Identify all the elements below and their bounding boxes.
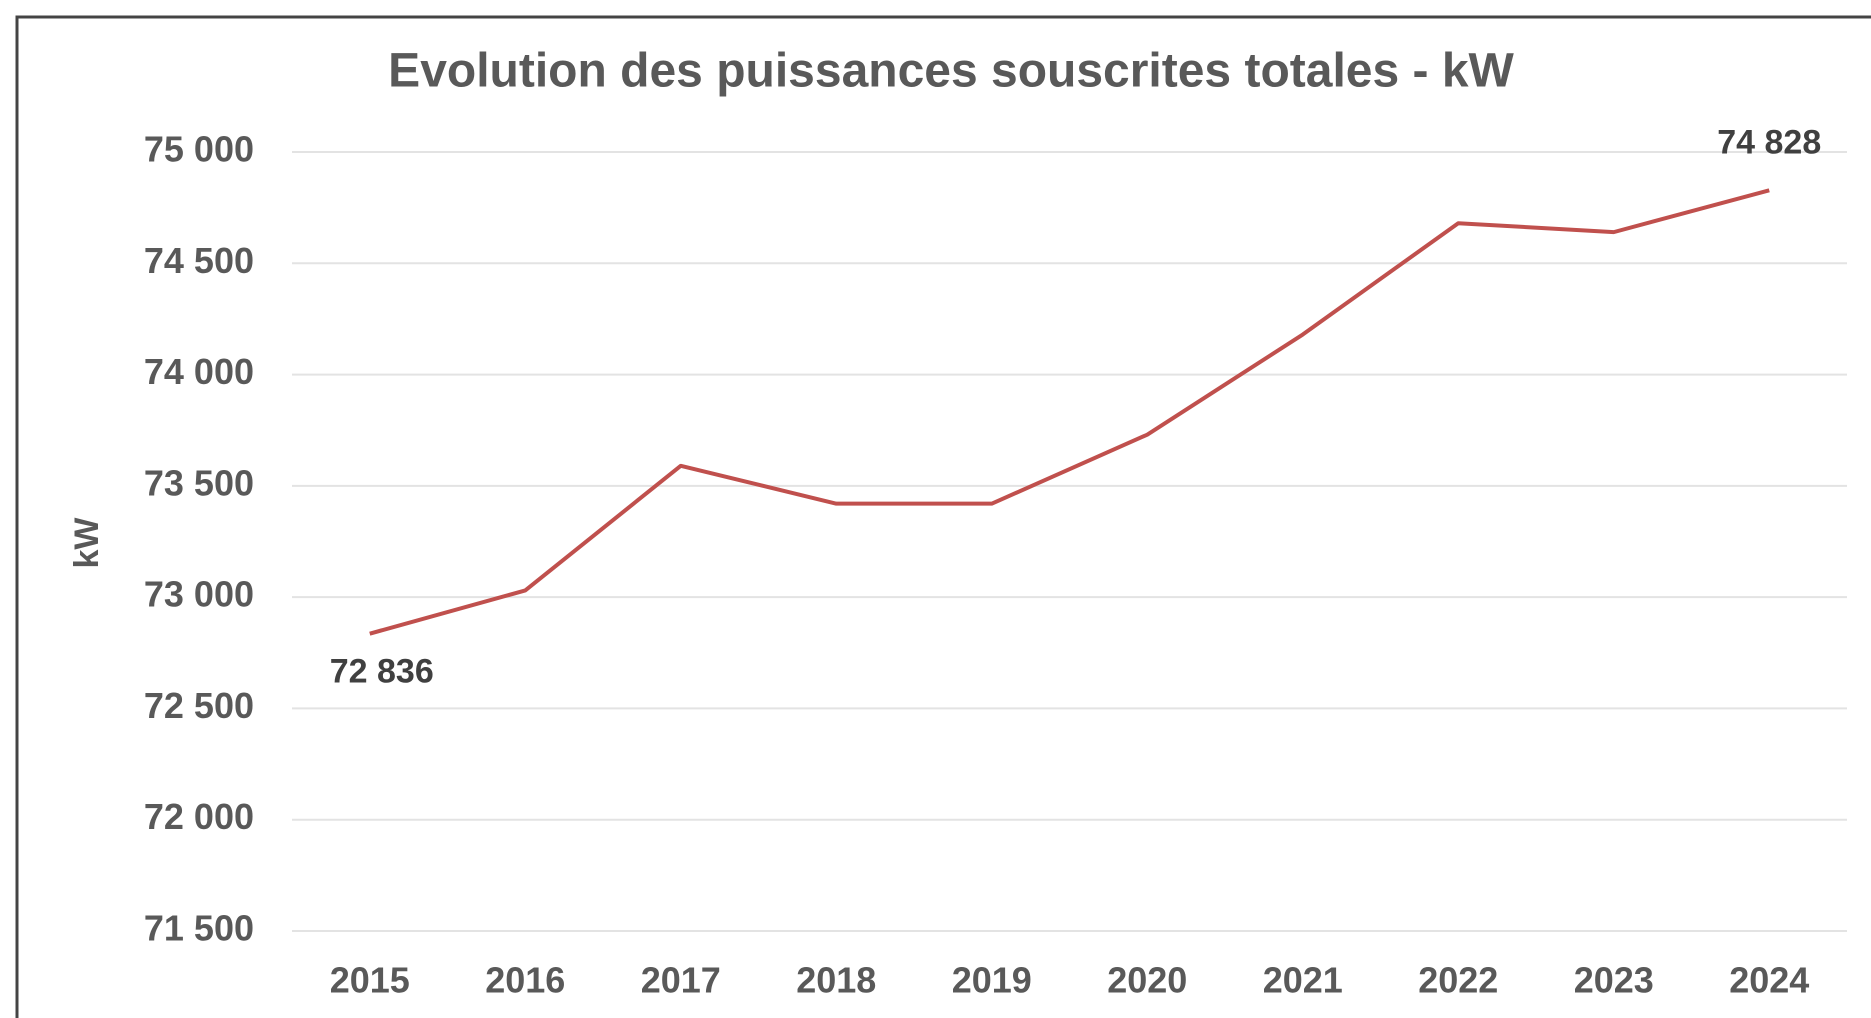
- y-tick-label: 73 500: [144, 462, 254, 503]
- y-tick-label: 73 000: [144, 574, 254, 615]
- x-tick-label: 2018: [796, 960, 876, 1001]
- chart-frame: [15, 15, 1871, 1018]
- x-tick-label: 2015: [330, 960, 410, 1001]
- x-tick-label: 2024: [1729, 960, 1809, 1001]
- y-tick-label: 72 500: [144, 685, 254, 726]
- x-tick-label: 2020: [1107, 960, 1187, 1001]
- y-axis-title: kW: [68, 517, 106, 569]
- y-tick-label: 74 000: [144, 351, 254, 392]
- x-tick-label: 2022: [1418, 960, 1498, 1001]
- x-tick-label: 2023: [1574, 960, 1654, 1001]
- x-tick-label: 2019: [952, 960, 1032, 1001]
- data-line: [369, 188, 1770, 636]
- x-tick-label: 2016: [485, 960, 565, 1001]
- y-tick-label: 71 500: [144, 908, 254, 949]
- data-label: 72 836: [330, 653, 434, 691]
- chart-title: Evolution des puissances souscrites tota…: [388, 45, 1514, 98]
- x-tick-label: 2021: [1263, 960, 1343, 1001]
- y-tick-label: 75 000: [144, 129, 254, 170]
- data-label: 74 828: [1717, 123, 1821, 161]
- y-tick-label: 72 000: [144, 796, 254, 837]
- y-tick-label: 74 500: [144, 240, 254, 281]
- x-tick-label: 2017: [641, 960, 721, 1001]
